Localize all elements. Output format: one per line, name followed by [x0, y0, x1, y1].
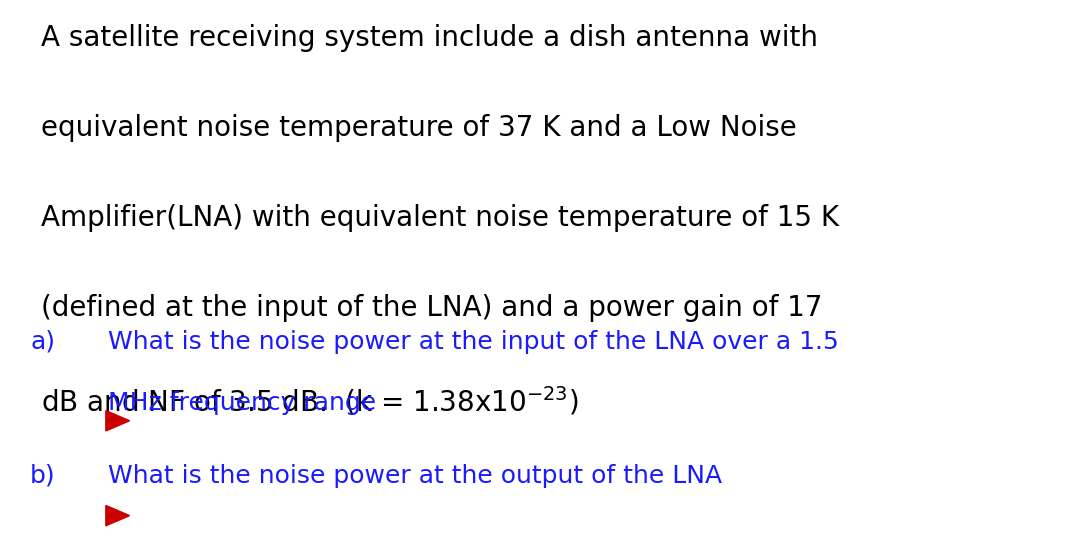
Text: a): a) — [30, 330, 55, 354]
Text: What is the noise power at the output of the LNA: What is the noise power at the output of… — [108, 464, 723, 488]
Text: equivalent noise temperature of 37 K and a Low Noise: equivalent noise temperature of 37 K and… — [41, 114, 797, 142]
Text: b): b) — [30, 464, 56, 488]
Text: (defined at the input of the LNA) and a power gain of 17: (defined at the input of the LNA) and a … — [41, 294, 823, 322]
Text: Amplifier(LNA) with equivalent noise temperature of 15 K: Amplifier(LNA) with equivalent noise tem… — [41, 204, 839, 232]
Polygon shape — [106, 411, 130, 431]
Text: dB and NF of 3.5 dB.  (k = 1.38x10$^{-23}$): dB and NF of 3.5 dB. (k = 1.38x10$^{-23}… — [41, 384, 579, 417]
Text: What is the noise power at the input of the LNA over a 1.5: What is the noise power at the input of … — [108, 330, 839, 354]
Polygon shape — [106, 505, 130, 526]
Text: MHz frequency range: MHz frequency range — [108, 391, 376, 415]
Text: A satellite receiving system include a dish antenna with: A satellite receiving system include a d… — [41, 24, 818, 52]
